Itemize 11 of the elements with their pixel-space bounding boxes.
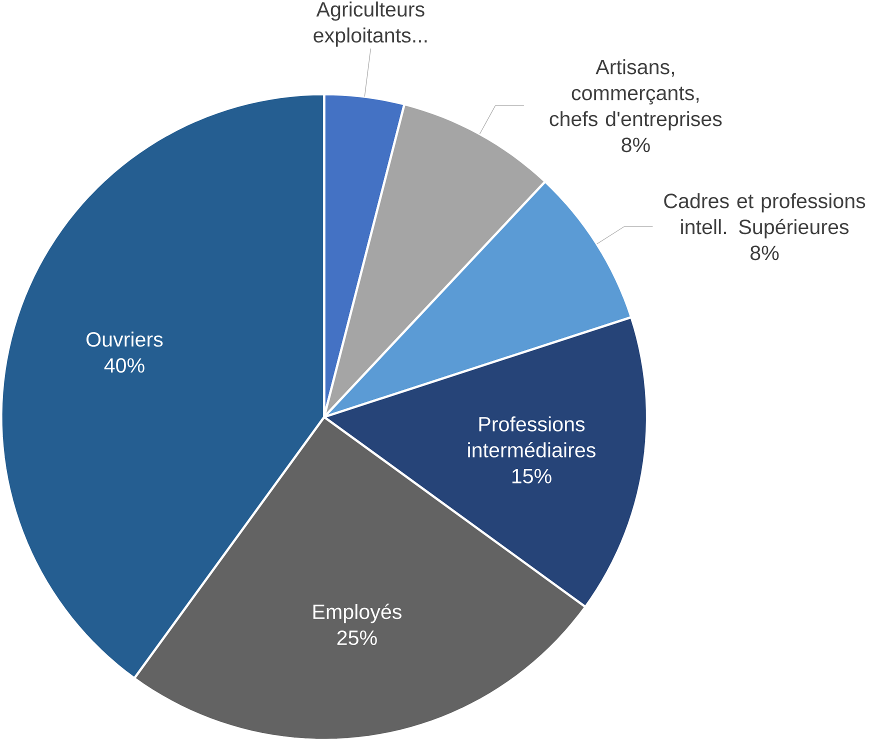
slice-label: Cadres et professions intell. Supérieures [664, 193, 866, 238]
data-label: 15% [512, 468, 552, 484]
slice-label: Agriculteurs exploitants... [314, 1, 427, 47]
slice-label: Employés [313, 604, 402, 624]
slice-label: Professions intermédiaires [468, 416, 596, 458]
slice-label: Artisans, commerçants, chefs d'entreprises [550, 59, 722, 130]
data-label: 8% [750, 246, 779, 260]
data-label: 25% [337, 630, 377, 645]
slice-label: Ouvriers [86, 332, 163, 347]
data-label: 8% [622, 138, 650, 152]
data-label: 40% [104, 358, 144, 373]
